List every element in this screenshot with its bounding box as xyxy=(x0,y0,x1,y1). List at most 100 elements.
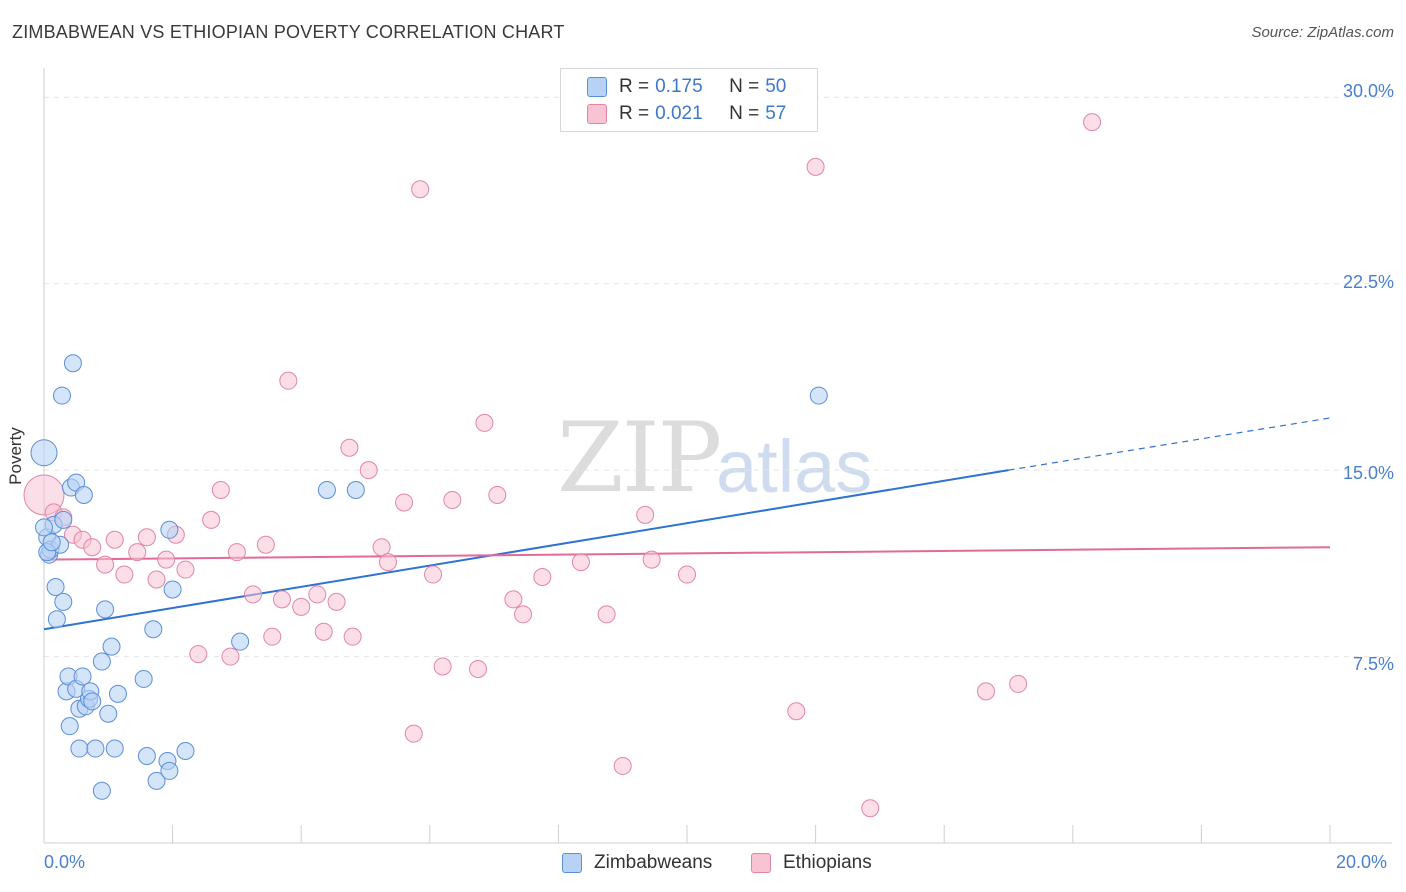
ethiopians-point xyxy=(202,510,221,529)
ethiopians-point xyxy=(443,490,462,509)
zimbabweans-point xyxy=(63,354,82,373)
ethiopians-point xyxy=(1083,113,1102,132)
legend-item-zimbabweans[interactable]: Zimbabweans xyxy=(562,852,712,874)
zimbabweans-point xyxy=(70,739,89,758)
ethiopians-point xyxy=(83,538,102,557)
ethiopians-point xyxy=(227,543,246,562)
ethiopians-point xyxy=(327,592,346,611)
ethiopians-point xyxy=(279,371,298,390)
zimbabweans-point xyxy=(47,610,66,629)
eth-n-value: 57 xyxy=(765,103,787,124)
zimbabweans-point xyxy=(99,704,118,723)
legend-item-ethiopians[interactable]: Ethiopians xyxy=(751,852,872,874)
ethiopians-point xyxy=(395,493,414,512)
ethiopians-point xyxy=(189,645,208,664)
ethiopians-point xyxy=(976,682,995,701)
zimbabweans-point xyxy=(346,481,365,500)
zimbabweans-point xyxy=(317,481,336,500)
ethiopians-point xyxy=(128,543,147,562)
zimbabweans-point xyxy=(96,600,115,619)
zim-r-label: R = xyxy=(619,76,650,97)
legend-label-ethiopians: Ethiopians xyxy=(783,852,872,873)
zim-n-label: N = xyxy=(729,76,760,97)
ethiopians-point xyxy=(343,627,362,646)
ethiopians-point xyxy=(642,550,661,569)
ethiopians-point xyxy=(372,538,391,557)
ethiopians-point xyxy=(379,553,398,572)
ethiopians-point xyxy=(272,590,291,609)
zimbabweans-point xyxy=(53,386,72,405)
ethiopians-point xyxy=(433,657,452,676)
ethiopians-point xyxy=(308,585,327,604)
ethiopians-trend-line xyxy=(43,546,1331,561)
x-tick-label-min: 0.0% xyxy=(44,852,86,872)
ethiopians-point xyxy=(221,647,240,666)
stats-legend: R = 0.175 N = 50 R = 0.021 N = 57 xyxy=(560,68,818,132)
zimbabweans-point xyxy=(74,486,93,504)
watermark-atlas: atlas xyxy=(716,425,873,508)
zimbabweans-point xyxy=(147,771,166,790)
ethiopians-point xyxy=(488,486,507,504)
ethiopians-point xyxy=(340,438,359,457)
zimbabweans-point xyxy=(54,592,73,611)
zimbabweans-point xyxy=(83,692,102,711)
series-legend: Zimbabweans Ethiopians xyxy=(0,852,1406,878)
ethiopians-point xyxy=(314,622,333,641)
ethiopians-point xyxy=(678,565,696,584)
zim-n-value: 50 xyxy=(765,76,787,97)
ethiopians-point xyxy=(1009,674,1028,693)
eth-r-label: R = xyxy=(619,103,650,124)
eth-r-value: 0.021 xyxy=(655,103,703,124)
eth-n-label: N = xyxy=(729,103,760,124)
ethiopians-point xyxy=(96,555,115,574)
ethiopians-point xyxy=(514,605,533,624)
zimbabweans-point xyxy=(231,632,250,651)
watermark-zip: ZIP xyxy=(557,402,722,514)
ethiopians-point xyxy=(211,481,230,500)
ethiopians-point xyxy=(256,535,275,554)
ethiopians-point xyxy=(597,605,616,624)
ethiopians-legend-icon xyxy=(751,853,771,873)
zimbabweans-point xyxy=(134,669,153,688)
trend-lines xyxy=(43,417,1331,631)
y-axis-label: Poverty xyxy=(6,427,25,485)
zimbabweans-swatch-icon xyxy=(587,77,607,97)
zimbabweans-point xyxy=(160,520,179,539)
ethiopians-point xyxy=(263,627,282,646)
ethiopians-point xyxy=(861,799,880,818)
y-tick-label-7-5: 7.5% xyxy=(1352,654,1394,674)
ethiopians-point xyxy=(533,568,552,587)
zimbabweans-point xyxy=(46,577,65,596)
ethiopians-point xyxy=(137,528,156,547)
zimbabweans-point xyxy=(35,518,53,537)
data-points xyxy=(23,113,1102,818)
ethiopians-point xyxy=(613,756,632,775)
ethiopians-point xyxy=(115,565,134,584)
ethiopians-point xyxy=(359,461,378,480)
zimbabweans-point xyxy=(102,637,121,656)
zimbabweans-point xyxy=(54,510,73,529)
ethiopians-point xyxy=(243,585,262,604)
zimbabweans-point xyxy=(137,747,156,765)
gridlines xyxy=(44,96,1392,658)
ethiopians-point xyxy=(157,550,176,569)
ethiopians-point xyxy=(147,570,166,589)
zimbabweans-trend-line xyxy=(43,469,1009,631)
ethiopians-point xyxy=(636,505,655,524)
ethiopians-point xyxy=(475,413,494,432)
legend-row-zimbabweans: R = 0.175 N = 50 xyxy=(587,75,786,99)
ethiopians-point xyxy=(176,560,195,579)
zim-r-value: 0.175 xyxy=(655,76,703,97)
zimbabweans-legend-icon xyxy=(562,853,582,873)
source-credit: Source: ZipAtlas.com xyxy=(1251,24,1394,41)
ethiopians-point xyxy=(411,180,430,199)
zimbabweans-trend-extension xyxy=(1008,417,1331,471)
ethiopians-point xyxy=(105,530,124,549)
ethiopians-point xyxy=(571,553,590,572)
ethiopians-point xyxy=(787,702,806,721)
zimbabweans-point xyxy=(160,761,179,780)
zimbabweans-point xyxy=(92,781,111,800)
zimbabweans-point xyxy=(105,739,124,758)
zimbabweans-point xyxy=(144,620,163,639)
